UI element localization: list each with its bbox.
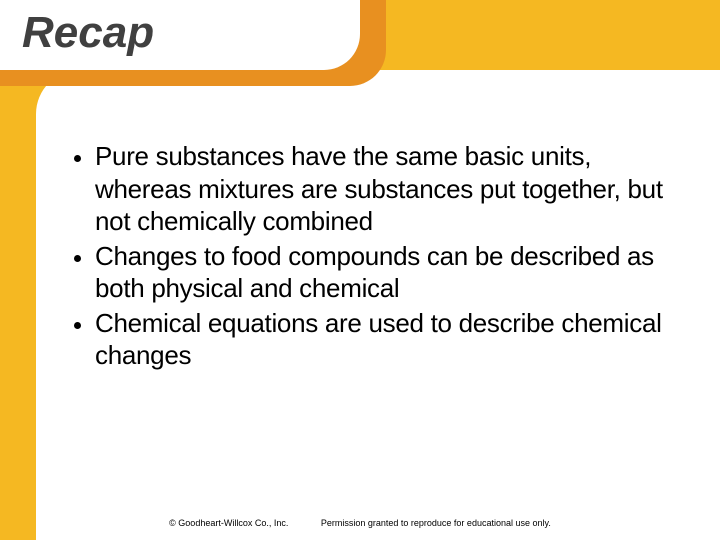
bullet-item: Changes to food compounds can be describ… [74,240,684,305]
copyright-text: © Goodheart-Willcox Co., Inc. [169,518,288,528]
title-card: Recap [0,0,360,70]
slide: Recap Pure substances have the same basi… [0,0,720,540]
bullet-text: Changes to food compounds can be describ… [95,240,684,305]
slide-title: Recap [22,8,360,58]
bullet-text: Pure substances have the same basic unit… [95,140,684,238]
bullet-icon [74,155,81,162]
footer: © Goodheart-Willcox Co., Inc. Permission… [0,518,720,528]
bullet-icon [74,322,81,329]
bullet-icon [74,255,81,262]
bullet-item: Pure substances have the same basic unit… [74,140,684,238]
bullet-item: Chemical equations are used to describe … [74,307,684,372]
bullet-list: Pure substances have the same basic unit… [74,140,684,374]
permission-text: Permission granted to reproduce for educ… [321,518,551,528]
bullet-text: Chemical equations are used to describe … [95,307,684,372]
